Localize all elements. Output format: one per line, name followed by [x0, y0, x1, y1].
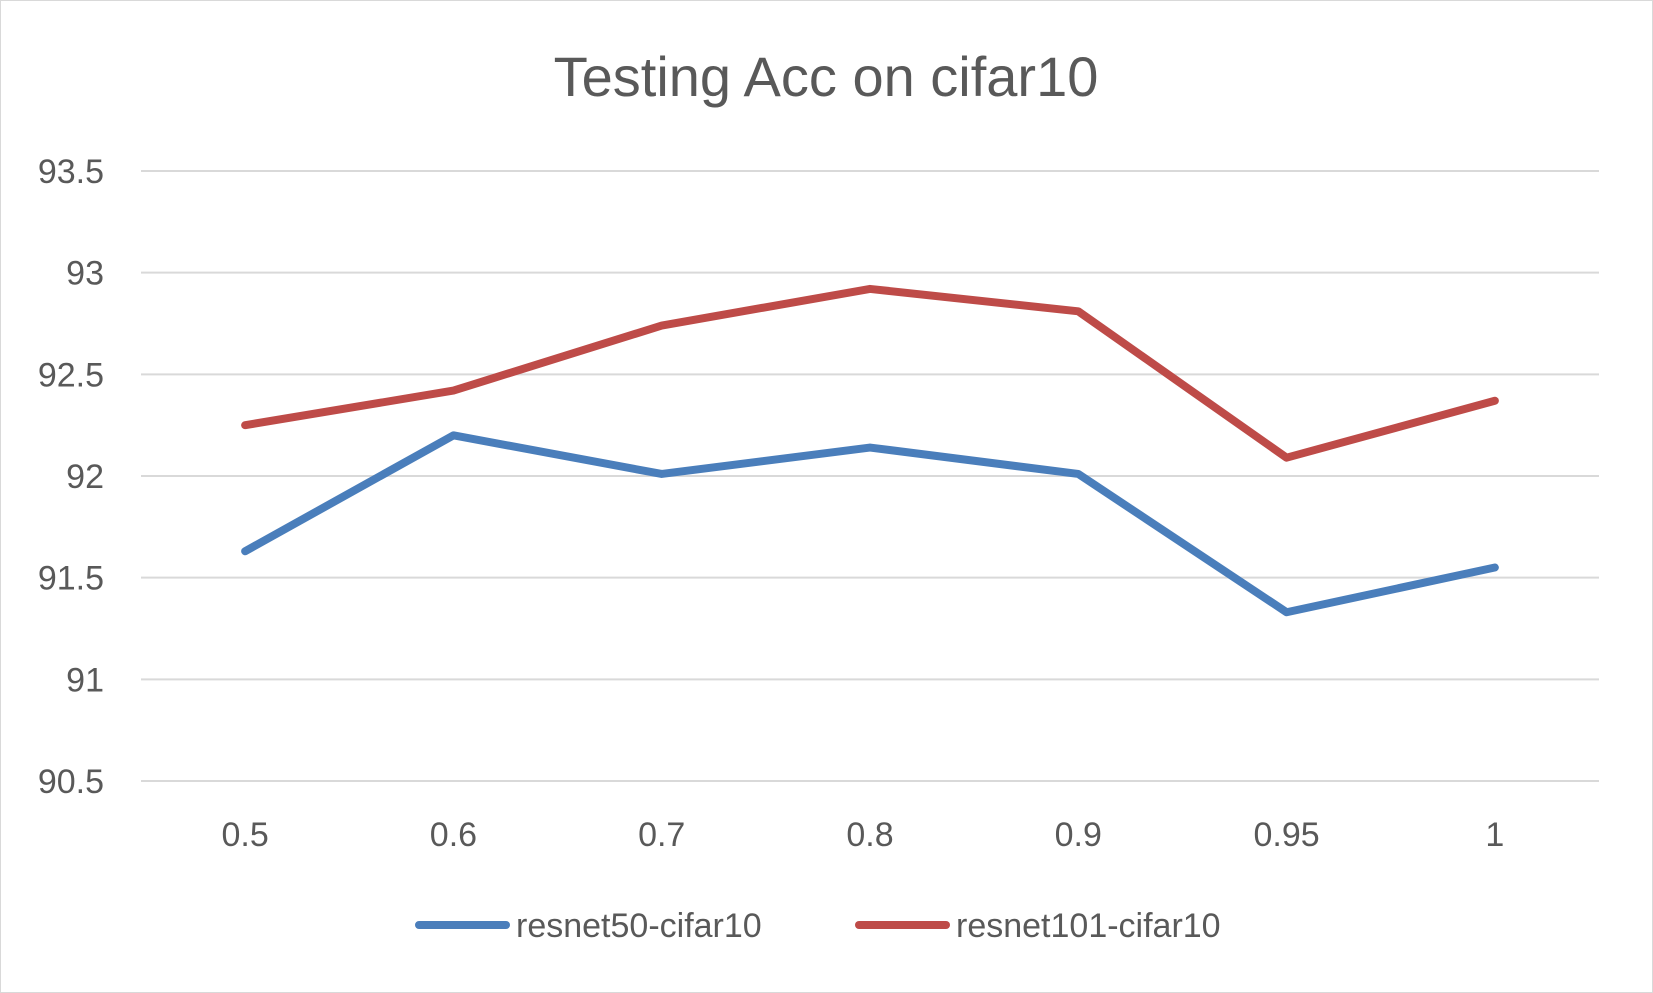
y-axis-tick-labels: 90.5 91 91.5 92 92.5 93 93.5: [38, 153, 104, 801]
y-tick-label: 93.5: [38, 153, 104, 191]
chart-title: Testing Acc on cifar10: [554, 45, 1099, 108]
x-tick-label: 0.9: [1055, 816, 1102, 854]
y-tick-label: 90.5: [38, 763, 104, 801]
x-axis-tick-labels: 0.5 0.6 0.7 0.8 0.9 0.95 1: [222, 816, 1505, 854]
legend-label-resnet50-cifar10: resnet50-cifar10: [516, 907, 762, 945]
y-tick-label: 92.5: [38, 356, 104, 394]
legend-label-resnet101-cifar10: resnet101-cifar10: [956, 907, 1221, 945]
legend: resnet50-cifar10 resnet101-cifar10: [415, 907, 1221, 945]
x-tick-label: 0.8: [846, 816, 893, 854]
x-tick-label: 1: [1485, 816, 1504, 854]
y-tick-label: 91.5: [38, 560, 104, 598]
series-line-resnet101-cifar10: [241, 284, 1499, 462]
series-lines: [241, 284, 1499, 617]
x-tick-label: 0.6: [430, 816, 477, 854]
series-line-resnet50-cifar10: [241, 431, 1499, 617]
gridlines: [141, 170, 1599, 782]
y-tick-label: 91: [66, 661, 104, 699]
x-tick-label: 0.5: [222, 816, 269, 854]
y-tick-label: 93: [66, 255, 104, 293]
x-tick-label: 0.7: [638, 816, 685, 854]
x-tick-label: 0.95: [1253, 816, 1319, 854]
y-tick-label: 92: [66, 458, 104, 496]
